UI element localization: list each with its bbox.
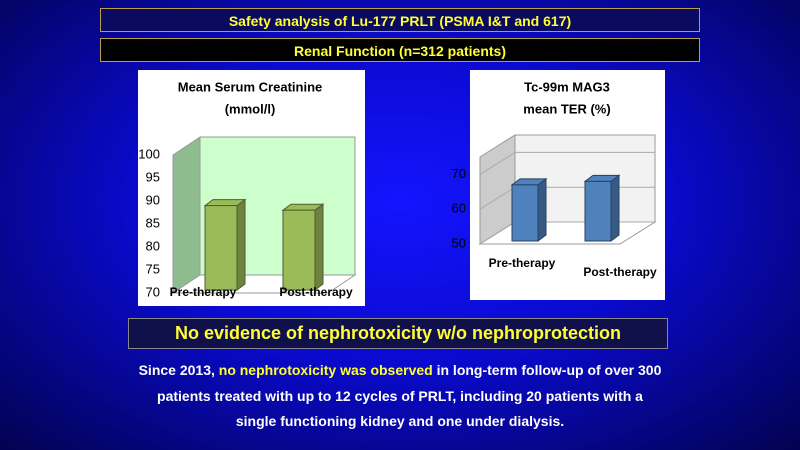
chart-subtitle: (mmol/l) bbox=[225, 101, 276, 116]
y-tick-label: 50 bbox=[452, 235, 466, 250]
x-tick-label: Post-therapy bbox=[279, 285, 353, 299]
body-text: Since 2013, bbox=[138, 362, 219, 378]
bar-side bbox=[610, 174, 620, 242]
y-tick-label: 70 bbox=[146, 284, 160, 299]
chart-title: Mean Serum Creatinine bbox=[178, 79, 323, 94]
y-tick-label: 60 bbox=[452, 201, 466, 216]
slide-title: Safety analysis of Lu-177 PRLT (PSMA I&T… bbox=[100, 8, 700, 32]
y-tick-label: 100 bbox=[138, 146, 160, 161]
grid-line bbox=[479, 151, 655, 175]
x-tick-label: Post-therapy bbox=[583, 265, 657, 279]
bar-top bbox=[203, 199, 247, 207]
bar bbox=[204, 205, 238, 291]
body-text: Since 2013, no nephrotoxicity was observ… bbox=[135, 358, 665, 435]
side-wall bbox=[172, 136, 201, 294]
y-tick-label: 80 bbox=[146, 238, 160, 253]
bar-side bbox=[314, 203, 324, 291]
chart-subtitle: mean TER (%) bbox=[523, 101, 610, 116]
bar-top bbox=[281, 203, 325, 211]
body-highlight: no nephrotoxicity was observed bbox=[218, 362, 433, 378]
bar bbox=[584, 180, 612, 242]
y-tick-label: 95 bbox=[146, 169, 160, 184]
y-tick-label: 75 bbox=[146, 261, 160, 276]
bar bbox=[282, 209, 316, 291]
y-tick-label: 85 bbox=[146, 215, 160, 230]
bar bbox=[511, 184, 539, 242]
y-tick-label: 70 bbox=[452, 166, 466, 181]
slide-subtitle: Renal Function (n=312 patients) bbox=[100, 38, 700, 62]
x-tick-label: Pre-therapy bbox=[489, 256, 556, 270]
x-tick-label: Pre-therapy bbox=[170, 285, 237, 299]
bar-side bbox=[537, 177, 547, 242]
conclusion: No evidence of nephrotoxicity w/o nephro… bbox=[128, 318, 668, 349]
body-text: in long-term follow-up of over 300 patie… bbox=[157, 362, 662, 429]
bar-side bbox=[236, 198, 246, 291]
chart-title: Tc-99m MAG3 bbox=[524, 79, 610, 94]
y-tick-label: 90 bbox=[146, 192, 160, 207]
